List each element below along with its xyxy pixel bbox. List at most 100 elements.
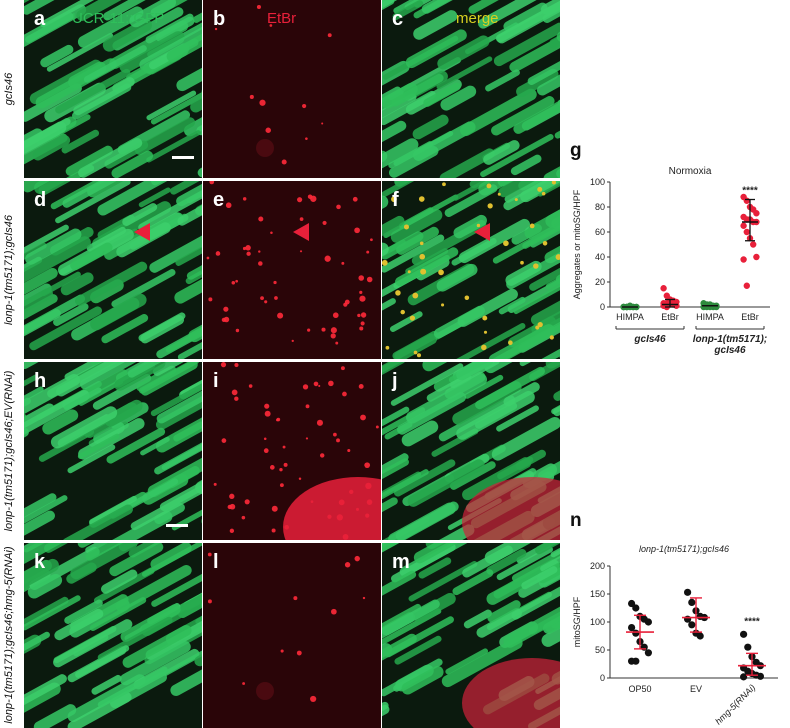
data-point bbox=[696, 632, 704, 640]
y-tick-label: 40 bbox=[595, 252, 605, 262]
gfp-image bbox=[24, 0, 202, 178]
data-point bbox=[688, 621, 696, 629]
panel-label-a: a bbox=[34, 8, 46, 30]
merge-image bbox=[382, 543, 560, 728]
panel-label-l: l bbox=[213, 551, 219, 573]
data-point bbox=[644, 649, 652, 657]
data-point bbox=[684, 588, 692, 596]
y-tick-label: 0 bbox=[600, 302, 605, 312]
row-label-3: lonp-1(tm5171);gcIs46;EV(RNAi) bbox=[3, 370, 15, 532]
panel-c-merge: c merge bbox=[382, 0, 560, 178]
data-point bbox=[756, 672, 764, 680]
panel-m-merge: m bbox=[382, 543, 560, 728]
panel-b-etbr: b EtBr bbox=[203, 0, 381, 178]
chart-n: lonp-1(tm5171);gcIs46 0 50 100 150 200 mitoSG/… bbox=[572, 544, 778, 726]
x-tick-label: EV bbox=[690, 684, 702, 694]
arrowhead-icon bbox=[134, 223, 150, 241]
chart-title: Normoxia bbox=[669, 166, 712, 177]
data-point bbox=[660, 285, 667, 292]
y-tick-label: 200 bbox=[590, 561, 605, 571]
data-point bbox=[673, 302, 680, 309]
chart-label-g: g bbox=[570, 140, 582, 161]
data-point bbox=[740, 256, 747, 263]
etbr-image bbox=[203, 0, 381, 178]
panel-label-d: d bbox=[34, 189, 47, 211]
panel-label-m: m bbox=[392, 551, 410, 573]
gfp-image bbox=[24, 181, 202, 359]
row-label-1: gcIs46 bbox=[3, 72, 15, 106]
panel-k-gfp: k bbox=[24, 543, 202, 728]
x-tick-label: EtBr bbox=[661, 312, 679, 322]
gfp-image bbox=[24, 362, 202, 540]
panel-e-etbr: e bbox=[203, 181, 381, 359]
x-tick-label: EtBr bbox=[741, 312, 759, 322]
data-point bbox=[744, 643, 752, 651]
data-point bbox=[740, 222, 747, 229]
group-label: gcIs46 bbox=[633, 334, 666, 345]
data-point bbox=[743, 197, 750, 204]
y-tick-label: 20 bbox=[595, 277, 605, 287]
arrowhead-icon bbox=[474, 223, 490, 241]
panel-label-b: b bbox=[213, 8, 226, 30]
row-label-2: lonp-1(tm5171);gcIs46 bbox=[3, 214, 15, 326]
x-tick-label: HIMPA bbox=[696, 312, 724, 322]
data-point bbox=[743, 282, 750, 289]
chart-g: Normoxia 0 20 40 60 80 100 Aggregates or mitoSG… bbox=[572, 166, 770, 356]
data-point bbox=[632, 604, 640, 612]
y-tick-label: 60 bbox=[595, 227, 605, 237]
panel-label-j: j bbox=[392, 370, 398, 392]
merge-image bbox=[382, 0, 560, 178]
chart-label-n: n bbox=[570, 510, 582, 531]
data-point bbox=[632, 629, 640, 637]
data-point bbox=[628, 624, 636, 632]
scale-bar bbox=[172, 156, 194, 159]
data-point bbox=[743, 228, 750, 236]
panel-label-k: k bbox=[34, 551, 46, 573]
column-title-gfp: UCR-11::GFP bbox=[72, 10, 165, 27]
y-tick-label: 80 bbox=[595, 202, 605, 212]
data-point bbox=[740, 673, 748, 681]
merge-image bbox=[382, 362, 560, 540]
etbr-image bbox=[203, 181, 381, 359]
data-point bbox=[753, 210, 760, 217]
gfp-image bbox=[24, 543, 202, 728]
y-tick-label: 0 bbox=[600, 673, 605, 683]
panel-label-i: i bbox=[213, 370, 219, 392]
chart-title: lonp-1(tm5171);gcIs46 bbox=[639, 544, 729, 554]
data-point bbox=[713, 303, 720, 311]
group-label: gcIs46 bbox=[713, 345, 746, 356]
y-tick-label: 100 bbox=[590, 617, 605, 627]
panel-a-gfp: a UCR-11::GFP bbox=[24, 0, 202, 178]
panel-label-h: h bbox=[34, 370, 47, 392]
data-point bbox=[688, 598, 696, 606]
panel-label-f: f bbox=[392, 189, 399, 211]
data-point bbox=[753, 253, 760, 261]
arrowhead-icon bbox=[293, 223, 309, 241]
scale-bar bbox=[166, 524, 188, 527]
merge-image bbox=[382, 181, 560, 359]
significance-label: **** bbox=[742, 186, 758, 197]
x-tick-label: HIMPA bbox=[616, 312, 644, 322]
data-point bbox=[644, 618, 652, 626]
panel-h-gfp: h bbox=[24, 362, 202, 540]
y-tick-label: 50 bbox=[595, 645, 605, 655]
panel-l-etbr: l bbox=[203, 543, 381, 728]
group-label: lonp-1(tm5171); bbox=[693, 334, 767, 345]
column-title-etbr: EtBr bbox=[267, 10, 297, 27]
panel-label-c: c bbox=[392, 8, 404, 30]
data-point bbox=[740, 630, 748, 638]
panel-j-merge: j bbox=[382, 362, 560, 540]
y-axis-label: Aggregates or mitoSG/HPF bbox=[572, 189, 582, 299]
data-point bbox=[632, 657, 640, 665]
data-point bbox=[750, 241, 757, 248]
significance-label: **** bbox=[744, 616, 760, 627]
panel-d-gfp: d bbox=[24, 181, 202, 359]
x-tick-label: hmg-5(RNAi) bbox=[713, 682, 757, 726]
x-tick-label: OP50 bbox=[628, 684, 651, 694]
y-tick-label: 100 bbox=[590, 177, 605, 187]
row-label-4: lonp-1(tm5171);gcIs46;hmg-5(RNAi) bbox=[3, 546, 15, 724]
etbr-image bbox=[203, 543, 381, 728]
panel-f-merge: f bbox=[382, 181, 560, 359]
etbr-image bbox=[203, 362, 381, 540]
y-tick-label: 150 bbox=[590, 589, 605, 599]
